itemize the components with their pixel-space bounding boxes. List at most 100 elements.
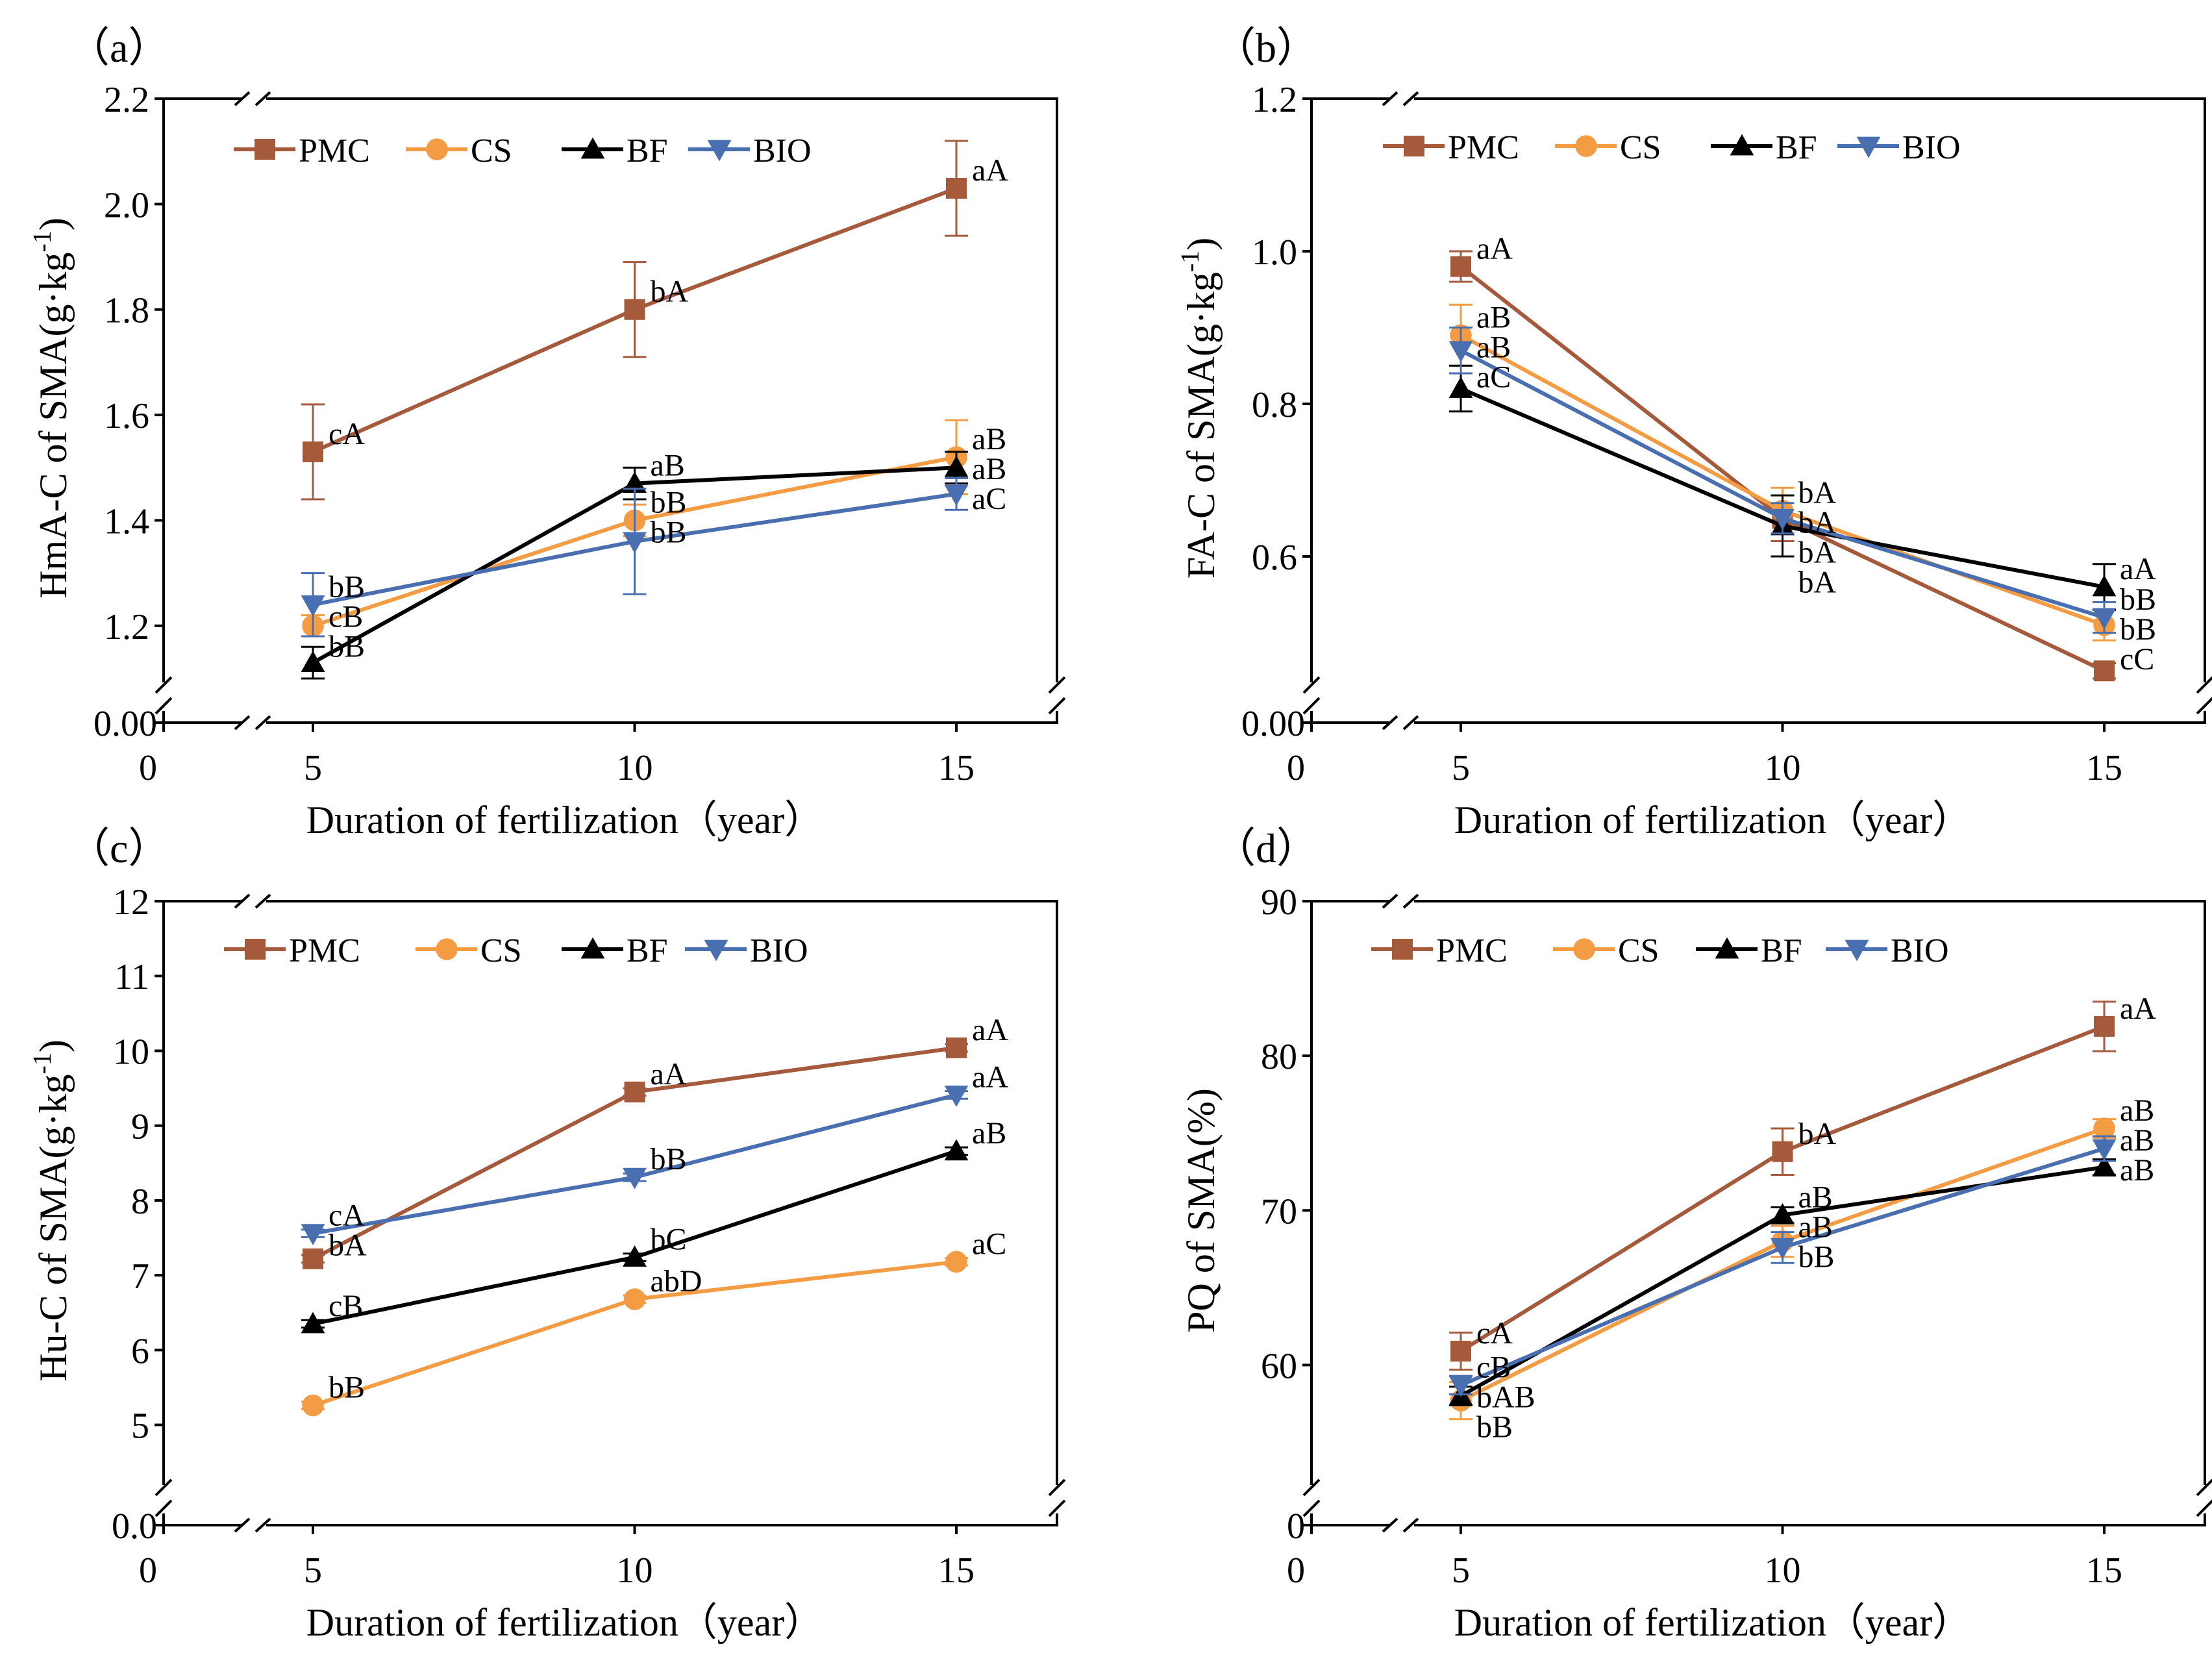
legend: PMC CS BF BIO [1371,932,1949,969]
series-BIO [301,477,969,638]
significance-label: aB [972,452,1006,486]
chart-panel-2: （b） 0.6 0.8 1.0 1.2 0.000 5 10 15 Duration of fer… [1175,25,2212,841]
significance-label: aA [2120,552,2156,586]
x-axis-label: Duration of fertilization（year） [306,1601,823,1644]
data-point [624,299,645,320]
legend-marker [1845,939,1869,962]
significance-label: aB [1476,300,1511,334]
significance-label: bA [1798,566,1837,600]
legend-marker [1573,938,1595,960]
x-tick-label: 0 [139,748,157,788]
y-tick-label: 8 [131,1182,149,1222]
significance-label: bB [2120,582,2156,617]
significance-label: aA [2120,991,2156,1026]
data-point [301,1224,325,1246]
significance-label: aB [1798,1210,1833,1244]
series-PMC [1449,250,2116,682]
series-BIO [301,1086,969,1246]
x-tick-label: 10 [617,1550,653,1591]
legend-marker [1392,939,1413,960]
legend-marker [1730,134,1754,156]
data-point [1771,1203,1795,1225]
significance-label: aB [2120,1153,2154,1188]
data-point [945,1251,967,1273]
significance-label: bB [651,1142,687,1176]
data-point [301,595,325,617]
data-point [301,651,325,673]
legend-label: CS [1618,932,1659,969]
data-point [1448,341,1473,363]
significance-label: bA [1798,506,1837,540]
x-tick-label: 0 [1287,1550,1305,1591]
x-tick-label: 5 [1452,748,1470,788]
data-point [2093,1117,2115,1139]
data-point [946,1037,967,1058]
y-tick-label: 1.0 [1252,232,1297,273]
axis-break [1382,715,1419,730]
significance-label: bB [329,629,365,664]
significance-label: cA [1476,1316,1513,1350]
legend-label: CS [480,932,522,969]
significance-label: abD [651,1264,702,1299]
y-tick-label: 60 [1261,1346,1297,1386]
significance-label: cB [329,1289,363,1323]
series-PMC [1449,1001,2116,1371]
significance-label: bAB [1476,1380,1535,1414]
y-tick-label: 0.8 [1252,385,1297,425]
y-axis-label: HmA-C of SMA(g·kg-1) [27,218,75,599]
x-tick-label: 15 [2086,748,2122,788]
x-tick-label: 15 [2086,1550,2122,1591]
significance-label: bB [651,485,687,519]
y-tick-label: 6 [131,1331,149,1371]
y-tick-label: 0.00 [1241,704,1305,744]
y-tick-label: 10 [113,1032,149,1072]
data-point [1448,377,1473,398]
significance-label: aB [972,1116,1006,1151]
legend-label: BF [627,932,668,969]
legend-marker [426,138,448,160]
data-point [2094,1015,2115,1037]
axis-break [234,91,271,106]
significance-label: aB [1476,330,1511,364]
legend-label: BIO [753,132,812,169]
y-tick-label: 11 [114,957,149,997]
plot-frame [162,900,1058,1526]
axis-break [2196,676,2212,715]
series-line [312,1045,957,1261]
legend-label: PMC [299,132,370,169]
legend-marker [436,938,458,960]
y-tick-label: 1.2 [1252,80,1297,120]
significance-label: aC [1476,360,1511,394]
y-axis-label: Hu-C of SMA(g·kg-1) [27,1039,75,1382]
x-axis-label: Duration of fertilization（year） [1454,799,1971,841]
series-BIO [1448,327,2117,634]
data-point [301,1312,325,1334]
legend-marker [245,939,266,960]
significance-label: aA [972,1013,1008,1047]
axis-break [234,1517,271,1533]
y-tick-label: 2.2 [104,80,149,120]
data-point [623,1167,647,1189]
legend-marker [1404,136,1424,156]
data-point [1772,1141,1793,1162]
significance-label: bB [651,515,687,549]
significance-label: bB [329,569,365,604]
significance-label: aB [972,422,1006,456]
significance-label: aC [972,482,1006,516]
significance-label: cC [2120,642,2154,677]
data-point [623,1288,646,1310]
significance-label: aB [2120,1093,2154,1128]
series-BF [1448,1155,2117,1406]
data-point [944,484,969,506]
legend-label: BIO [1891,932,1949,969]
legend-label: BF [1761,932,1802,969]
y-tick-label: 0 [1287,1506,1305,1547]
y-tick-label: 0.0 [112,1506,157,1547]
data-point [2092,575,2117,597]
chart-panel-4: （d） 60 70 80 90 00 5 10 15 Duration of fertilizat… [1180,825,2212,1644]
y-tick-label: 2.0 [104,185,149,225]
y-tick-label: 80 [1261,1037,1297,1077]
significance-label: bA [1798,536,1837,570]
data-point [623,471,647,493]
axis-break [2196,1478,2212,1517]
